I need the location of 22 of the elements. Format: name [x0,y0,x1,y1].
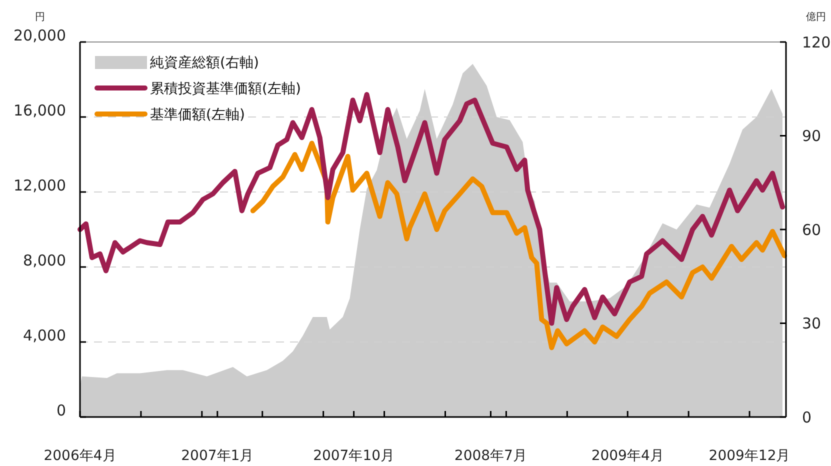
y2-tick-label: 0 [802,408,812,426]
y-tick-label: 8,000 [23,252,66,270]
x-tick-label: 2007年1月 [181,448,254,464]
y2-tick-label: 120 [802,33,831,52]
legend-label: 累積投資基準価額(左軸) [150,80,301,97]
x-tick-label: 2009年12月 [708,448,790,464]
y-tick-label: 20,000 [14,26,66,44]
y2-tick-label: 90 [802,127,822,145]
x-tick-label: 2009年4月 [591,448,664,464]
y-tick-label: 0 [56,402,66,420]
x-tick-label: 2006年4月 [44,448,116,464]
legend-label: 純資産総額(右軸) [150,54,259,71]
y2-axis-title: 億円 [806,11,826,23]
y-axis-title: 円 [35,12,45,23]
x-tick-label: 2008年7月 [454,448,527,464]
y-tick-label: 12,000 [14,176,66,194]
y2-tick-label: 60 [802,220,822,239]
legend-label: 基準価額(左軸) [150,106,245,123]
x-tick-label: 2007年10月 [313,448,395,464]
y-tick-label: 16,000 [14,102,66,120]
y2-tick-label: 30 [802,314,822,332]
y-tick-label: 4,000 [23,326,66,344]
